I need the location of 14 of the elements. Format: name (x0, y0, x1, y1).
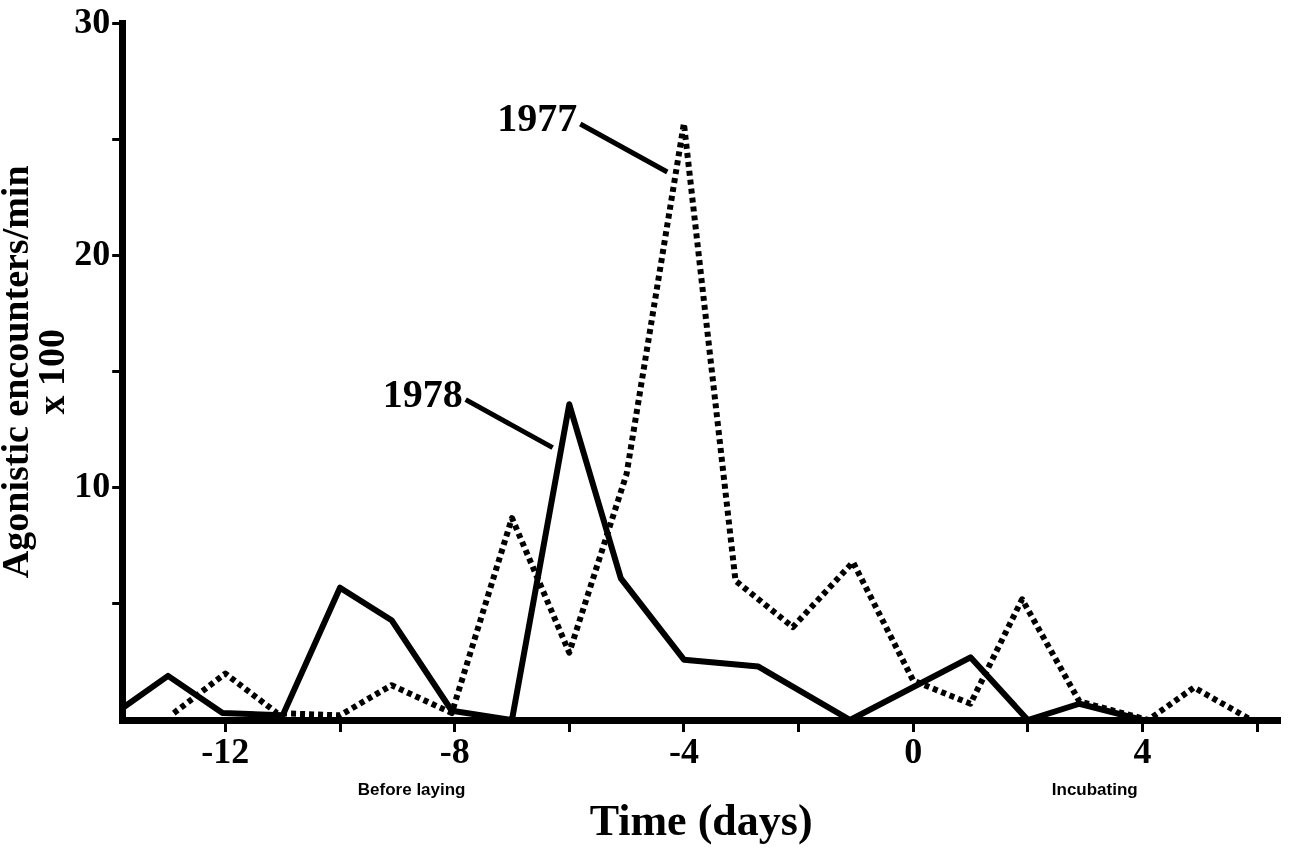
y-tick-label: 20 (74, 233, 111, 274)
x-axis-title: Time (days) (589, 795, 813, 845)
x-tick-label: -12 (201, 730, 250, 771)
text: 1977 (497, 95, 578, 141)
text: 1978 (382, 370, 463, 416)
y-tick-label: 10 (74, 465, 111, 506)
x-tick-label: -8 (439, 730, 470, 771)
x-tick-label: 4 (1133, 730, 1152, 771)
y-tick-label: 30 (74, 0, 111, 41)
x-tick-label: 0 (904, 730, 923, 771)
x-tick-label: -4 (668, 730, 699, 771)
text: Before laying (357, 780, 466, 800)
text: Incubating (1051, 780, 1138, 800)
y-axis-title: Agonistic encounters/min x 100 (0, 165, 72, 579)
